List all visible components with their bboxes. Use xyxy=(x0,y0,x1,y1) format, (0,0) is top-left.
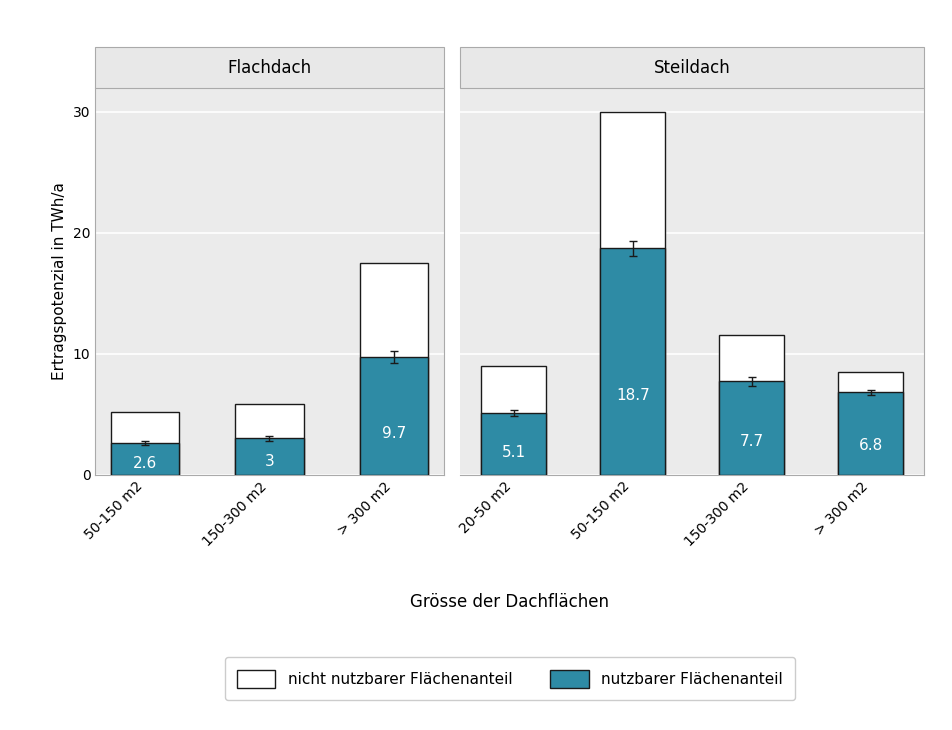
Text: Steildach: Steildach xyxy=(653,58,730,77)
Text: 6.8: 6.8 xyxy=(858,438,882,453)
Text: 18.7: 18.7 xyxy=(615,388,649,403)
Bar xyxy=(600,112,664,474)
Legend: nicht nutzbarer Flächenanteil, nutzbarer Flächenanteil: nicht nutzbarer Flächenanteil, nutzbarer… xyxy=(225,658,794,701)
Text: 3: 3 xyxy=(265,454,274,469)
Bar xyxy=(481,413,545,474)
Bar xyxy=(111,412,179,474)
Bar xyxy=(235,404,304,474)
Text: 7.7: 7.7 xyxy=(739,434,763,450)
Bar xyxy=(481,366,545,474)
Bar xyxy=(718,336,783,474)
Bar xyxy=(111,443,179,475)
Bar xyxy=(359,263,427,474)
Bar xyxy=(359,357,427,474)
Bar xyxy=(837,372,902,474)
Text: Flachdach: Flachdach xyxy=(228,58,311,77)
Bar xyxy=(600,248,664,474)
Bar xyxy=(718,381,783,474)
Text: Grösse der Dachflächen: Grösse der Dachflächen xyxy=(410,593,608,611)
Text: 9.7: 9.7 xyxy=(381,426,406,441)
Bar xyxy=(837,392,902,475)
Text: 5.1: 5.1 xyxy=(501,445,526,461)
Y-axis label: Ertragspotenzial in TWh/a: Ertragspotenzial in TWh/a xyxy=(52,182,68,380)
Bar xyxy=(235,438,304,475)
Text: 2.6: 2.6 xyxy=(133,456,157,471)
